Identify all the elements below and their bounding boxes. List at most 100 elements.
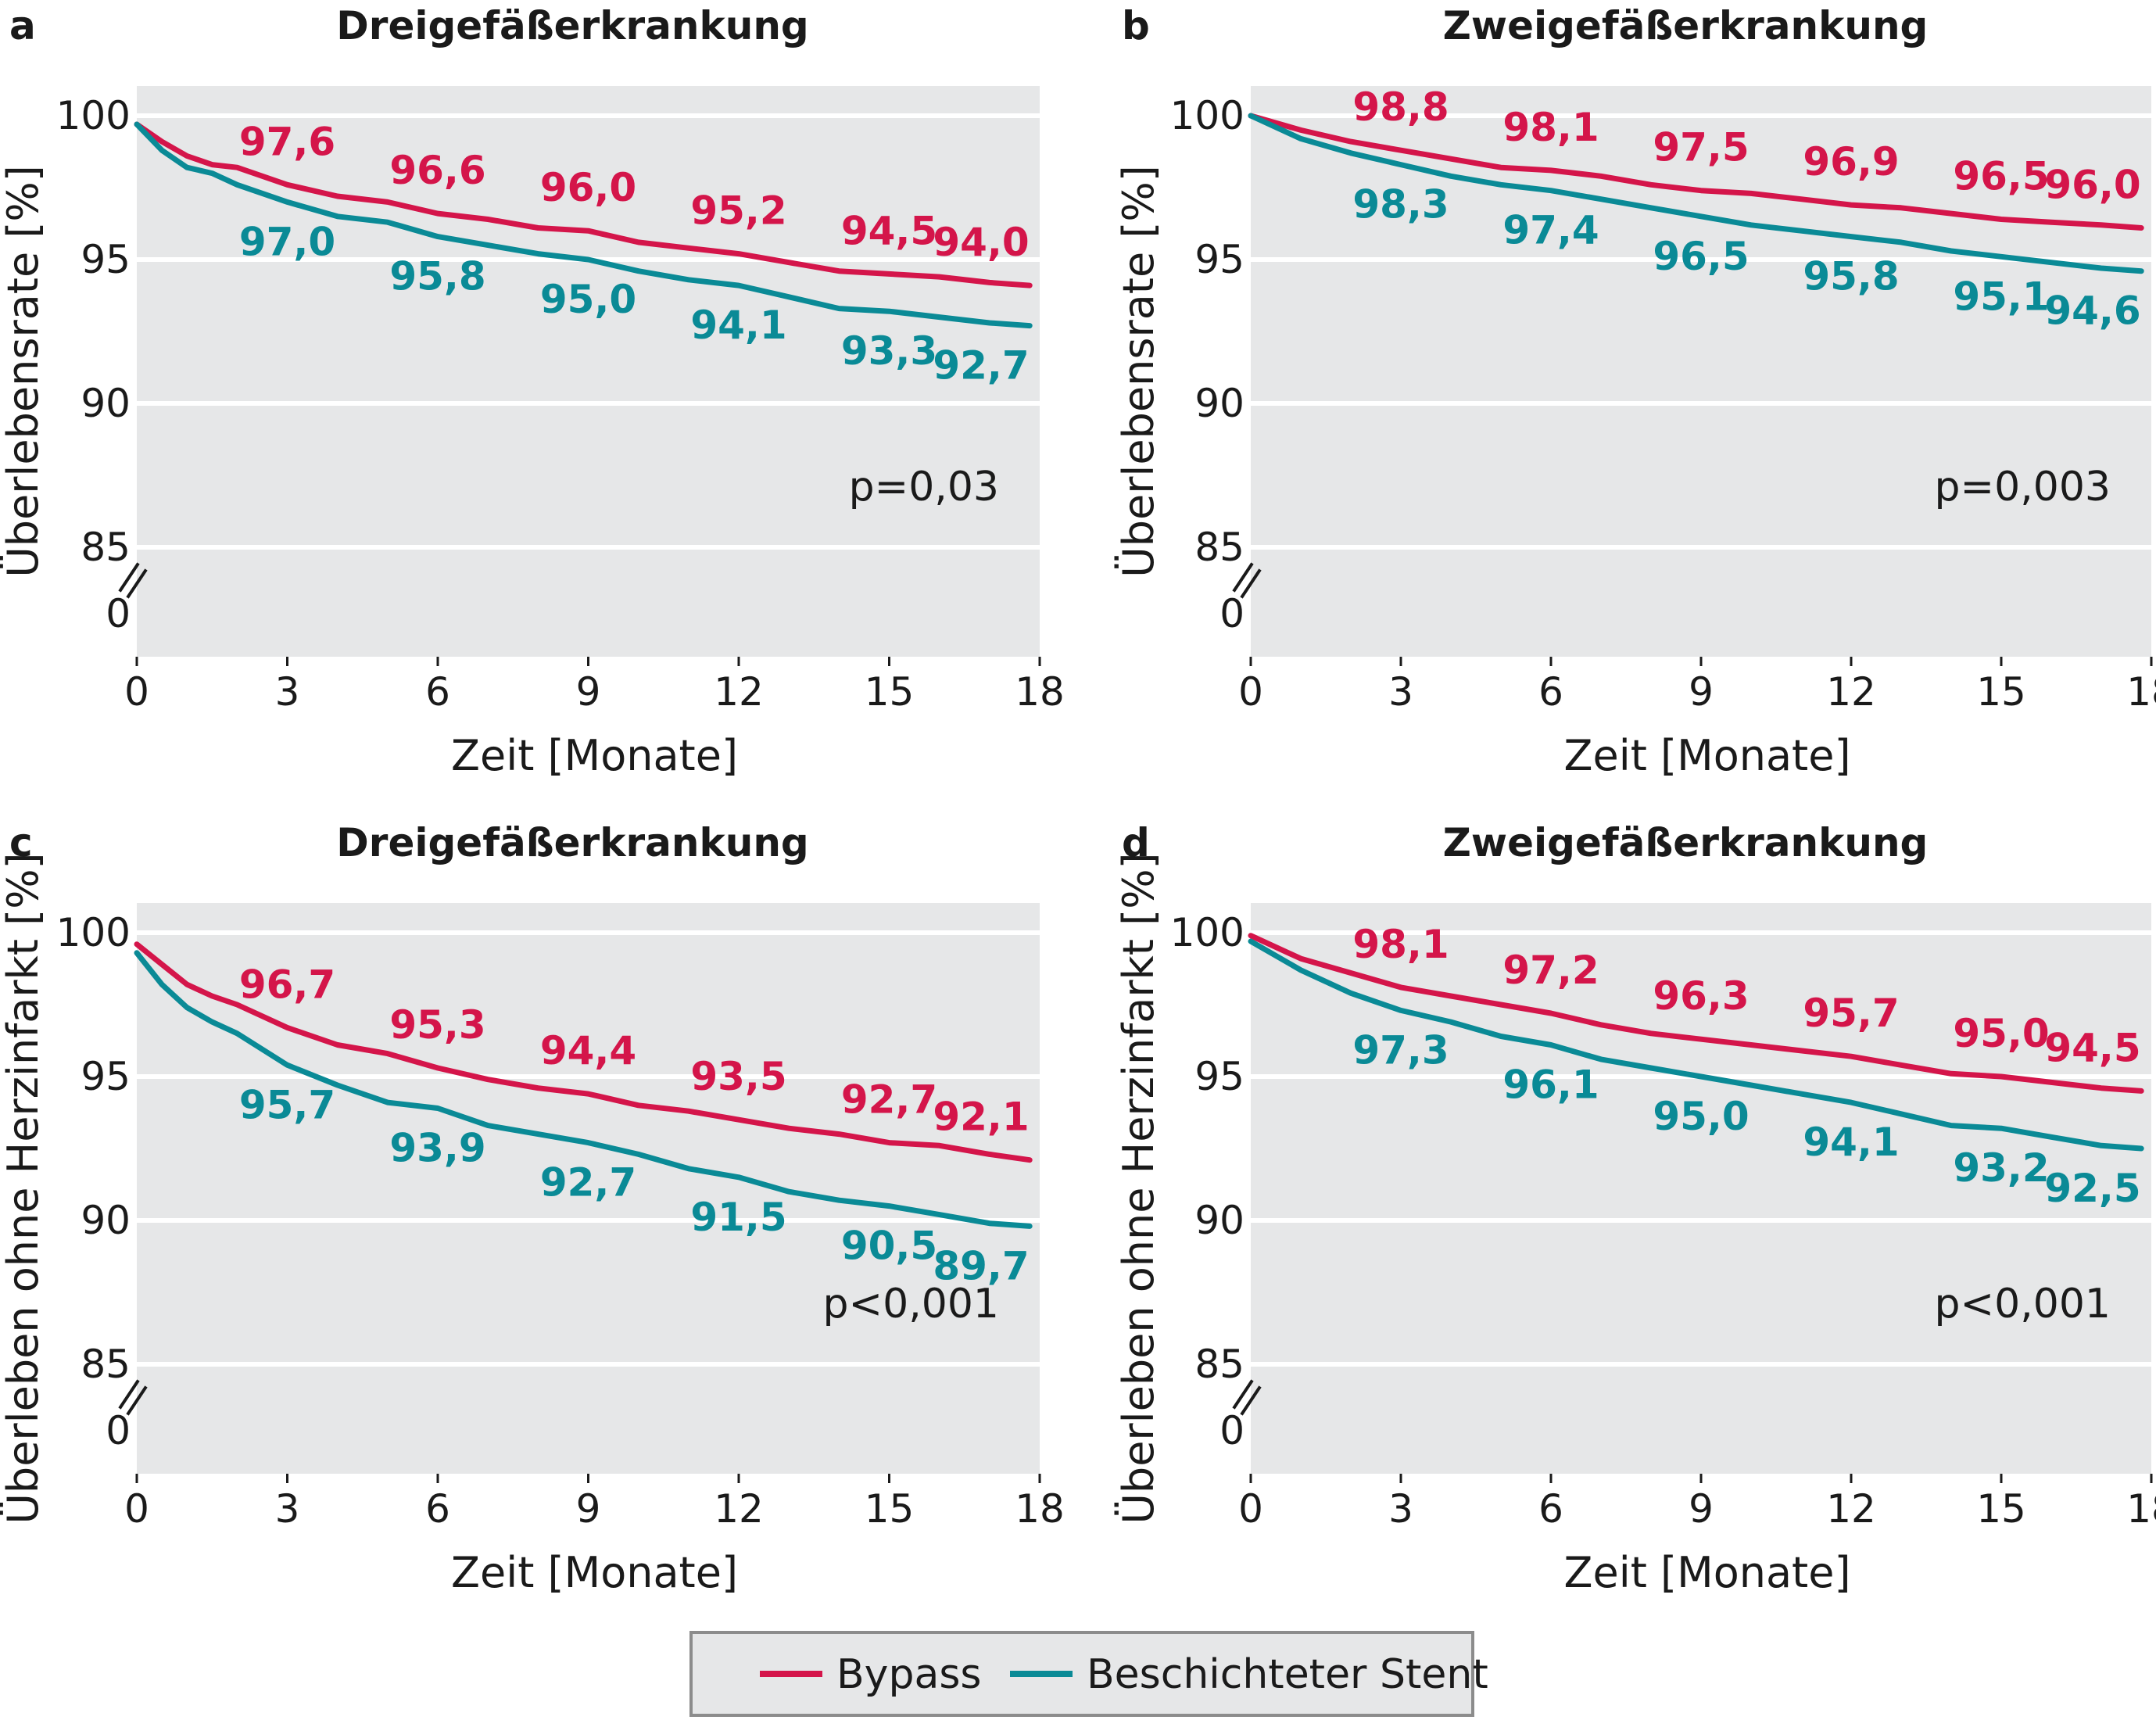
data-label: 94,1 [1803, 1120, 1899, 1165]
data-label: 94,4 [540, 1028, 636, 1073]
p-value: p<0,001 [1935, 1281, 2111, 1328]
x-tick-label: 0 [124, 1486, 149, 1532]
axis-break-mark [118, 1379, 140, 1410]
data-label: 92,7 [841, 1077, 937, 1123]
x-axis-label: Zeit [Monate] [451, 731, 738, 780]
x-tick-label: 3 [275, 669, 300, 715]
data-label: 94,6 [2044, 288, 2140, 334]
y-tick-label: 100 [56, 93, 131, 138]
data-label: 92,7 [540, 1160, 636, 1206]
data-label: 95,7 [1803, 991, 1899, 1036]
x-tick-label: 9 [576, 1486, 601, 1532]
x-tick-label: 12 [1826, 669, 1876, 715]
legend-label-bypass: Bypass [836, 1651, 982, 1698]
plot-area [137, 86, 1040, 657]
data-label: 92,5 [2044, 1166, 2140, 1211]
data-label: 93,5 [690, 1054, 786, 1099]
x-axis-label: Zeit [Monate] [1563, 1548, 1850, 1597]
data-label: 95,8 [1803, 254, 1899, 299]
data-label: 97,5 [1653, 125, 1749, 170]
data-label: 95,1 [1953, 274, 2049, 319]
data-label: 97,3 [1352, 1027, 1449, 1073]
data-label: 96,3 [1653, 973, 1749, 1019]
y-tick-label: 0 [1219, 1408, 1245, 1453]
data-label: 97,0 [239, 219, 335, 264]
chart-panel-a: 100 95 90 85 0 0 3 6 9 12 15 18 Zeit [Monate] Überleb… [0, 3, 1065, 780]
data-label: 93,2 [1953, 1145, 2049, 1191]
x-tick-label: 3 [1388, 669, 1413, 715]
x-axis-label: Zeit [Monate] [451, 1548, 738, 1597]
series-line-bypass [134, 121, 1033, 288]
x-tick-label: 12 [714, 669, 764, 715]
data-label: 93,9 [389, 1125, 485, 1170]
panel-letter: c [9, 820, 33, 865]
x-tick-label: 18 [1015, 669, 1065, 715]
chart-title: Dreigefäßerkrankung [336, 820, 808, 865]
x-tick-label: 15 [865, 669, 915, 715]
data-label: 91,5 [690, 1195, 786, 1240]
data-label: 95,0 [540, 277, 636, 322]
data-label: 94,5 [2044, 1025, 2140, 1070]
x-axis-label: Zeit [Monate] [1563, 731, 1850, 780]
y-tick-label: 100 [1170, 910, 1245, 955]
series-line-bypass [134, 941, 1033, 1163]
chart-title: Dreigefäßerkrankung [336, 3, 808, 48]
data-label: 95,0 [1953, 1011, 2049, 1056]
y-tick-label: 85 [1194, 525, 1245, 570]
panel-letter: b [1122, 3, 1150, 48]
x-tick-label: 9 [576, 669, 601, 715]
data-label: 95,0 [1653, 1094, 1749, 1139]
plot-area [1251, 86, 2151, 657]
y-axis-label: Überleben ohne Herzinfarkt [%] [1114, 852, 1163, 1524]
x-tick-label: 0 [1238, 669, 1263, 715]
data-label: 96,0 [540, 165, 636, 210]
data-label: 95,8 [389, 254, 485, 299]
x-tick-label: 12 [714, 1486, 764, 1532]
data-label: 96,1 [1502, 1062, 1599, 1108]
y-tick-label: 95 [81, 237, 131, 282]
chart-title: Zweigefäßerkrankung [1443, 3, 1929, 48]
data-label: 89,7 [933, 1243, 1029, 1288]
series-line-stent [134, 950, 1033, 1229]
data-label: 96,9 [1803, 139, 1899, 185]
y-tick-label: 0 [1219, 591, 1245, 636]
axis-break-mark [118, 562, 140, 593]
x-tick-label: 18 [1015, 1486, 1065, 1532]
axis-break-mark [126, 568, 148, 599]
y-axis-label: Überlebensrate [%] [1114, 165, 1163, 578]
y-axis-label: Überleben ohne Herzinfarkt [%] [0, 852, 48, 1524]
x-tick-label: 18 [2126, 1486, 2156, 1532]
p-value: p=0,03 [849, 464, 999, 511]
chart-panel-b: 100 95 90 85 0 0 3 6 9 12 15 18 Zeit [Monate] Überleb… [1114, 3, 2156, 780]
series-line-stent [1248, 113, 2144, 274]
chart-panel-c: 100 95 90 85 0 0 3 6 9 12 15 18 Zeit [Monate] Überleb… [0, 820, 1065, 1597]
legend: Bypass Beschichteter Stent [689, 1631, 1488, 1717]
chart-title: Zweigefäßerkrankung [1443, 820, 1929, 865]
data-label: 97,6 [239, 119, 335, 164]
x-tick-label: 6 [1538, 1486, 1563, 1532]
series-line-stent [1248, 938, 2144, 1152]
y-tick-label: 95 [1194, 1054, 1245, 1099]
data-label: 92,1 [933, 1095, 1029, 1140]
data-label: 93,3 [841, 328, 937, 374]
series-line-bypass [1248, 933, 2144, 1094]
data-label: 97,2 [1502, 948, 1599, 993]
data-label: 96,7 [239, 962, 335, 1007]
axis-break-mark [1232, 1379, 1254, 1410]
axis-break-mark [1232, 562, 1254, 593]
data-label: 95,3 [389, 1002, 485, 1048]
x-tick-label: 15 [865, 1486, 915, 1532]
y-tick-label: 90 [81, 1198, 131, 1243]
data-label: 96,0 [2044, 163, 2140, 208]
y-axis-label: Überlebensrate [%] [0, 165, 48, 578]
data-label: 94,5 [841, 208, 937, 253]
x-tick-label: 3 [1388, 1486, 1413, 1532]
data-label: 95,7 [239, 1082, 335, 1127]
x-tick-label: 18 [2126, 669, 2156, 715]
y-tick-label: 85 [81, 525, 131, 570]
data-label: 94,0 [933, 220, 1029, 265]
panel-letter: d [1122, 820, 1150, 865]
y-tick-label: 100 [56, 910, 131, 955]
plot-area [137, 903, 1040, 1474]
